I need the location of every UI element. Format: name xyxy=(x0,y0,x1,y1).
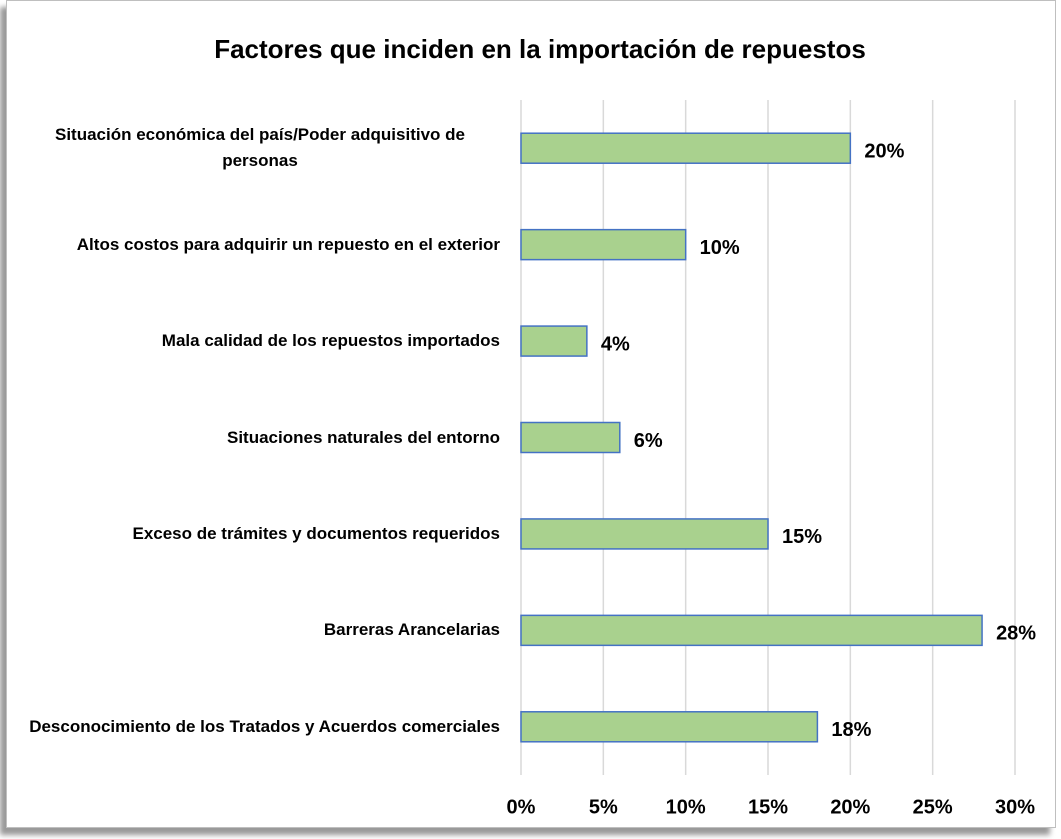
y-tick-label: Altos costos para adquirir un repuesto e… xyxy=(76,234,500,254)
bar xyxy=(520,132,852,164)
x-tick-label: 25% xyxy=(913,796,953,818)
y-tick-label: Exceso de trámites y documentos requerid… xyxy=(132,523,500,543)
bar xyxy=(520,421,621,454)
x-tick-label: 5% xyxy=(589,796,618,818)
y-tick-label: Situación económica del país/Poder adqui… xyxy=(55,125,465,171)
y-tick-label: Mala calidad de los repuestos importados xyxy=(161,331,500,351)
y-tick-label: Situaciones naturales del entorno xyxy=(226,427,500,447)
bar xyxy=(520,518,769,550)
y-tick-label: Barreras Arancelarias xyxy=(323,620,500,640)
x-tick-label: 0% xyxy=(507,796,536,818)
bar xyxy=(520,325,588,357)
bar xyxy=(520,711,819,743)
data-label: 4% xyxy=(601,333,630,355)
bar xyxy=(520,614,983,647)
data-label: 15% xyxy=(782,526,822,548)
x-tick-label: 20% xyxy=(830,796,870,818)
data-label: 10% xyxy=(700,237,740,259)
chart-title: Factores que inciden en la importación d… xyxy=(214,34,866,64)
data-label: 6% xyxy=(634,430,663,452)
data-label: 18% xyxy=(831,719,871,741)
x-tick-label: 30% xyxy=(995,796,1035,818)
x-tick-label: 15% xyxy=(748,796,788,818)
y-tick-label: Desconocimiento de los Tratados y Acuerd… xyxy=(29,716,500,736)
data-label: 28% xyxy=(996,623,1036,645)
x-tick-label: 10% xyxy=(666,796,706,818)
data-label: 20% xyxy=(864,140,904,162)
bar xyxy=(520,228,687,261)
